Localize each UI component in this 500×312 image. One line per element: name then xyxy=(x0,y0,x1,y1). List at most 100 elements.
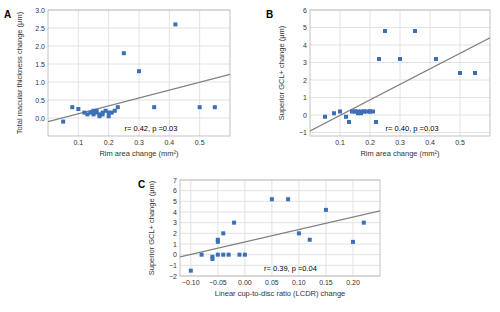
point xyxy=(413,29,417,33)
y-axis-label: Superior GCL+ change (μm) xyxy=(277,25,286,120)
point xyxy=(116,105,120,109)
y-tick-label: −1 xyxy=(169,262,177,269)
y-tick-label: 6 xyxy=(303,7,307,14)
y-tick-label: 2 xyxy=(173,230,177,237)
point xyxy=(216,253,220,257)
grid-line xyxy=(190,180,191,276)
point xyxy=(198,105,202,109)
figure: 0.10.20.30.40.50.00.51.01.52.02.53.0Rim … xyxy=(0,0,500,312)
plot-frame xyxy=(180,180,380,276)
point xyxy=(434,57,438,61)
grid-line xyxy=(310,115,490,116)
grid-line xyxy=(352,180,353,276)
trend-line xyxy=(48,74,230,121)
y-tick-label: 7 xyxy=(173,177,177,184)
grid-line xyxy=(310,62,490,63)
y-tick-label: 2.0 xyxy=(35,43,45,50)
x-tick-label: 0.2 xyxy=(365,139,375,146)
plot-background xyxy=(180,180,380,276)
annotation: r= 0.42, p =0.03 xyxy=(124,124,177,133)
y-tick-label: 4 xyxy=(303,42,307,49)
grid-line xyxy=(180,222,380,223)
grid-line xyxy=(180,201,380,202)
y-tick-label: 5 xyxy=(303,24,307,31)
point xyxy=(398,57,402,61)
y-tick-label: 6 xyxy=(173,187,177,194)
y-tick-label: −1 xyxy=(299,129,307,136)
panel: 0.10.20.30.40.5−10123456Rim area change … xyxy=(266,7,490,159)
point xyxy=(221,253,225,257)
grid-line xyxy=(169,10,170,136)
point xyxy=(286,197,290,201)
grid-line xyxy=(48,118,230,119)
y-tick-label: 1 xyxy=(303,94,307,101)
y-tick-label: 0.5 xyxy=(35,97,45,104)
point xyxy=(210,257,214,261)
annotation: r= 0.40, p =0.03 xyxy=(386,124,439,133)
y-axis-label: Superior GCL+ change (μm) xyxy=(147,180,156,275)
point xyxy=(237,253,241,257)
point xyxy=(227,253,231,257)
grid-line xyxy=(180,244,380,245)
x-tick-label: 0.4 xyxy=(425,139,435,146)
x-tick-label: 0.05 xyxy=(265,279,279,286)
point xyxy=(323,115,327,119)
panel: 0.10.20.30.40.50.00.51.01.52.02.53.0Rim … xyxy=(4,7,230,159)
grid-line xyxy=(180,190,380,191)
y-tick-label: 3 xyxy=(173,219,177,226)
grid-line xyxy=(310,97,490,98)
y-tick-label: 2.5 xyxy=(35,25,45,32)
point xyxy=(76,107,80,111)
y-tick-label: 5 xyxy=(173,198,177,205)
point xyxy=(221,231,225,235)
point xyxy=(324,208,328,212)
point xyxy=(308,238,312,242)
point xyxy=(200,253,204,257)
point xyxy=(377,57,381,61)
point xyxy=(362,221,366,225)
point xyxy=(122,51,126,55)
point xyxy=(458,71,462,75)
grid-line xyxy=(310,80,490,81)
marks xyxy=(310,29,490,131)
x-tick-label: 0.3 xyxy=(134,139,144,146)
trend-line xyxy=(180,211,380,257)
x-tick-label: 0.15 xyxy=(319,279,333,286)
point xyxy=(344,115,348,119)
point xyxy=(113,109,117,113)
plot-frame xyxy=(310,10,490,136)
y-tick-label: 3 xyxy=(303,59,307,66)
x-tick-label: 0.20 xyxy=(346,279,360,286)
plot-background xyxy=(48,10,230,136)
point xyxy=(173,22,177,26)
x-tick-label: 0.1 xyxy=(73,139,83,146)
point xyxy=(189,269,193,273)
y-tick-label: 0 xyxy=(303,112,307,119)
grid-line xyxy=(430,10,431,136)
marks xyxy=(180,197,380,272)
x-tick-label: 0.5 xyxy=(455,139,465,146)
point xyxy=(347,120,351,124)
x-axis-label: Linear cup-to-disc ratio (LCDR) change xyxy=(215,289,345,298)
grid-line xyxy=(48,28,230,29)
point xyxy=(61,120,65,124)
y-tick-label: 4 xyxy=(173,209,177,216)
y-tick-label: 0 xyxy=(173,251,177,258)
grid-line xyxy=(325,180,326,276)
point xyxy=(70,105,74,109)
annotation: r= 0.39, p =0.04 xyxy=(264,264,317,273)
y-tick-label: 2 xyxy=(303,77,307,84)
grid-line xyxy=(310,27,490,28)
grid-line xyxy=(180,212,380,213)
point xyxy=(216,238,220,242)
point xyxy=(351,240,355,244)
grid-line xyxy=(180,254,380,255)
point xyxy=(297,231,301,235)
grid-line xyxy=(48,64,230,65)
point xyxy=(332,111,336,115)
grid-line xyxy=(48,100,230,101)
trend-line xyxy=(310,38,490,131)
point xyxy=(243,253,247,257)
plot-background xyxy=(310,10,490,136)
point xyxy=(213,105,217,109)
